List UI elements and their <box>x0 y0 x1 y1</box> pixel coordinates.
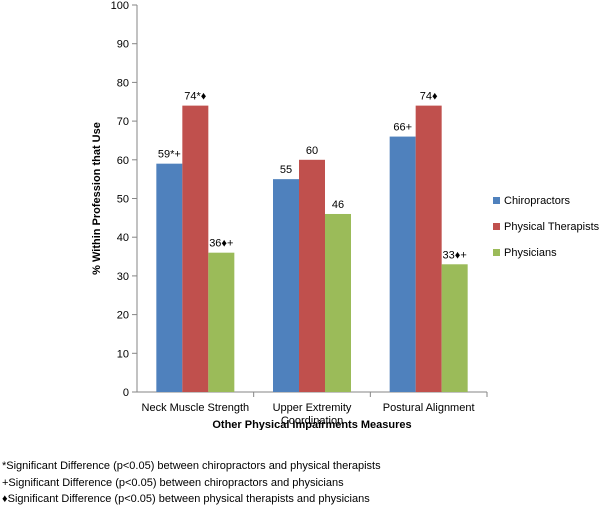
y-tick-label: 50 <box>117 194 129 206</box>
y-tick-label: 100 <box>111 0 129 12</box>
footnote-diamond: ♦Significant Difference (p<0.05) between… <box>2 493 370 505</box>
data-label: 36♦+ <box>209 238 233 250</box>
legend-label: Physicians <box>504 247 557 259</box>
x-axis-title: Other Physical Impairments Measures <box>212 419 411 430</box>
legend-label: Chiropractors <box>504 195 571 207</box>
x-tick-label: Coordination <box>281 415 343 427</box>
bar <box>325 213 351 392</box>
bar <box>415 105 442 393</box>
legend-swatch <box>493 223 500 230</box>
bar <box>299 159 325 392</box>
y-tick-label: 30 <box>117 271 129 283</box>
bar-chart: 0 10 20 30 40 50 60 70 80 90 100 59*+ 74*♦ 36♦+ Neck M… <box>91 0 600 431</box>
y-tick-label: 60 <box>117 155 129 167</box>
y-axis-title: % Within Profession that Use <box>91 122 103 275</box>
bar <box>156 163 183 392</box>
data-label: 46 <box>332 199 344 211</box>
footnotes: *Significant Difference (p<0.05) between… <box>2 458 381 508</box>
bar <box>273 179 299 392</box>
y-tick-label: 0 <box>123 387 129 399</box>
y-tick-label: 40 <box>117 232 129 244</box>
x-tick-label: Postural Alignment <box>383 402 475 414</box>
legend-label: Physical Therapists <box>504 221 600 233</box>
data-label: 33♦+ <box>443 249 467 261</box>
bar <box>182 105 209 393</box>
data-label: 60 <box>306 145 318 157</box>
chart: 0 10 20 30 40 50 60 70 80 90 100 59*+ 74*♦ 36♦+ Neck M… <box>91 0 600 431</box>
data-label: 59*+ <box>158 149 181 161</box>
x-tick-label: Neck Muscle Strength <box>142 402 250 414</box>
bar <box>441 264 468 392</box>
footnote-plus: +Significant Difference (p<0.05) between… <box>2 476 344 489</box>
footnote-asterisk: *Significant Difference (p<0.05) between… <box>2 460 381 472</box>
y-tick-label: 90 <box>117 39 129 51</box>
data-label: 55 <box>280 164 292 176</box>
data-label: 66+ <box>393 122 412 134</box>
y-tick-label: 70 <box>117 116 129 128</box>
y-tick-label: 10 <box>117 348 129 360</box>
x-tick-label: Upper Extremity <box>273 402 352 414</box>
data-label: 74*♦ <box>184 91 207 103</box>
legend-swatch <box>493 249 500 256</box>
legend-swatch <box>493 197 500 204</box>
bar <box>208 252 235 392</box>
y-tick-label: 80 <box>117 77 129 89</box>
data-label: 74♦ <box>420 91 438 103</box>
y-tick-label: 20 <box>117 310 129 322</box>
bar <box>389 136 416 392</box>
